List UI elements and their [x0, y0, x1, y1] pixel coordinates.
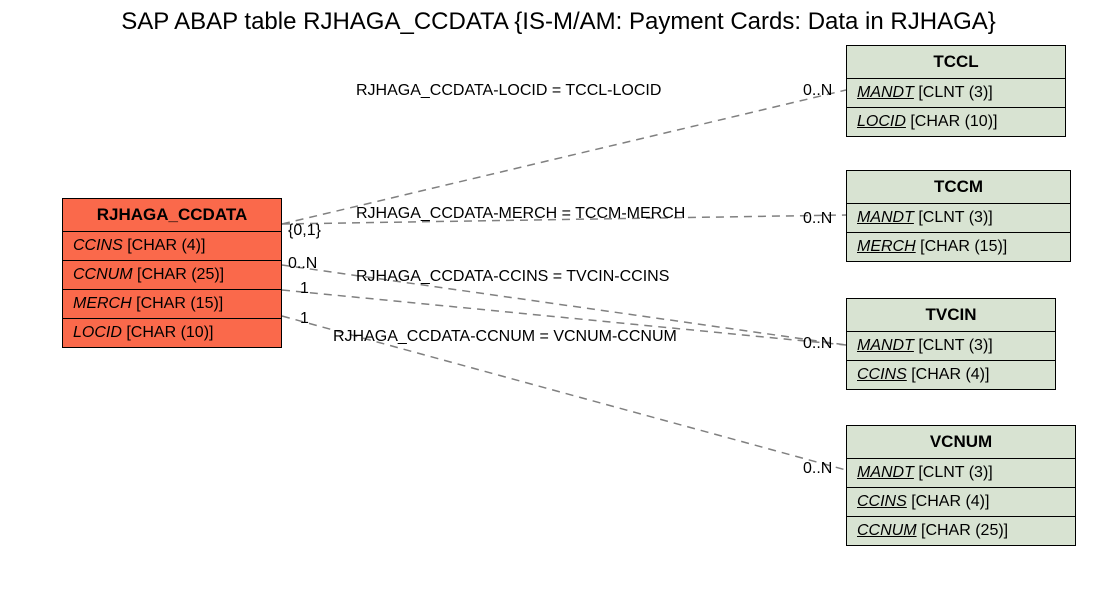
entity-vcnum: VCNUMMANDT [CLNT (3)]CCINS [CHAR (4)]CCN… — [846, 425, 1076, 546]
diagram-title: SAP ABAP table RJHAGA_CCDATA {IS-M/AM: P… — [0, 8, 1117, 36]
field-name: MERCH — [857, 238, 916, 255]
field-name: MANDT — [857, 464, 914, 481]
entity-field: MANDT [CLNT (3)] — [847, 332, 1055, 361]
field-name: MERCH — [73, 295, 132, 312]
field-type: [CHAR (15)] — [132, 295, 224, 312]
field-type: [CHAR (25)] — [133, 266, 225, 283]
entity-header: TCCL — [847, 46, 1065, 79]
field-type: [CHAR (4)] — [123, 237, 206, 254]
entity-field: LOCID [CHAR (10)] — [847, 108, 1065, 136]
edge-label: RJHAGA_CCDATA-LOCID = TCCL-LOCID — [356, 82, 661, 100]
field-type: [CHAR (15)] — [916, 238, 1008, 255]
field-name: CCINS — [73, 237, 123, 254]
field-name: CCINS — [857, 493, 907, 510]
field-type: [CHAR (10)] — [906, 113, 998, 130]
cardinality-from: 0..N — [288, 255, 317, 273]
cardinality-from: {0,1} — [288, 222, 321, 240]
entity-field: MERCH [CHAR (15)] — [63, 290, 281, 319]
field-type: [CLNT (3)] — [914, 464, 993, 481]
field-type: [CHAR (4)] — [907, 493, 990, 510]
entity-field: MERCH [CHAR (15)] — [847, 233, 1070, 261]
field-name: MANDT — [857, 209, 914, 226]
edge-label: RJHAGA_CCDATA-CCINS = TVCIN-CCINS — [356, 268, 669, 286]
entity-header: TVCIN — [847, 299, 1055, 332]
entity-header: VCNUM — [847, 426, 1075, 459]
entity-field: CCNUM [CHAR (25)] — [847, 517, 1075, 545]
cardinality-to: 0..N — [803, 335, 832, 353]
entity-field: CCINS [CHAR (4)] — [847, 361, 1055, 389]
entity-field: MANDT [CLNT (3)] — [847, 204, 1070, 233]
field-name: MANDT — [857, 84, 914, 101]
field-type: [CLNT (3)] — [914, 84, 993, 101]
field-name: LOCID — [857, 113, 906, 130]
field-name: CCINS — [857, 366, 907, 383]
field-type: [CLNT (3)] — [914, 209, 993, 226]
entity-field: CCINS [CHAR (4)] — [847, 488, 1075, 517]
field-name: CCNUM — [73, 266, 133, 283]
cardinality-to: 0..N — [803, 210, 832, 228]
field-type: [CHAR (25)] — [917, 522, 1009, 539]
entity-field: MANDT [CLNT (3)] — [847, 79, 1065, 108]
field-type: [CLNT (3)] — [914, 337, 993, 354]
cardinality-from: 1 — [300, 280, 309, 298]
entity-header: TCCM — [847, 171, 1070, 204]
field-name: CCNUM — [857, 522, 917, 539]
field-name: LOCID — [73, 324, 122, 341]
entity-field: CCNUM [CHAR (25)] — [63, 261, 281, 290]
entity-field: CCINS [CHAR (4)] — [63, 232, 281, 261]
entity-header: RJHAGA_CCDATA — [63, 199, 281, 232]
entity-field: LOCID [CHAR (10)] — [63, 319, 281, 347]
field-type: [CHAR (4)] — [907, 366, 990, 383]
cardinality-from: 1 — [300, 310, 309, 328]
entity-tccl: TCCLMANDT [CLNT (3)]LOCID [CHAR (10)] — [846, 45, 1066, 137]
field-type: [CHAR (10)] — [122, 324, 214, 341]
entity-field: MANDT [CLNT (3)] — [847, 459, 1075, 488]
cardinality-to: 0..N — [803, 82, 832, 100]
entity-rjhaga_ccdata: RJHAGA_CCDATACCINS [CHAR (4)]CCNUM [CHAR… — [62, 198, 282, 348]
edge-label: RJHAGA_CCDATA-CCNUM = VCNUM-CCNUM — [333, 328, 677, 346]
entity-tvcin: TVCINMANDT [CLNT (3)]CCINS [CHAR (4)] — [846, 298, 1056, 390]
entity-tccm: TCCMMANDT [CLNT (3)]MERCH [CHAR (15)] — [846, 170, 1071, 262]
field-name: MANDT — [857, 337, 914, 354]
cardinality-to: 0..N — [803, 460, 832, 478]
edge-label: RJHAGA_CCDATA-MERCH = TCCM-MERCH — [356, 205, 685, 223]
